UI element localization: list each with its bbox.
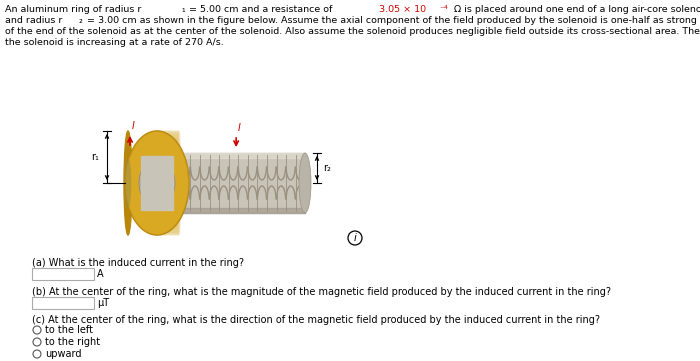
Ellipse shape: [161, 131, 165, 235]
Bar: [152, 153, 305, 158]
Ellipse shape: [168, 131, 172, 235]
Bar: [152, 208, 305, 213]
Bar: [32, 297, 94, 309]
Ellipse shape: [139, 159, 175, 207]
Circle shape: [33, 338, 41, 346]
Text: ⁻⁴: ⁻⁴: [440, 5, 448, 14]
Text: 3.05 × 10: 3.05 × 10: [379, 5, 426, 14]
Ellipse shape: [177, 131, 181, 235]
Text: (b) At the center of the ring, what is the magnitude of the magnetic field produ: (b) At the center of the ring, what is t…: [32, 287, 611, 297]
Ellipse shape: [175, 131, 179, 235]
Ellipse shape: [124, 131, 132, 235]
Circle shape: [33, 326, 41, 334]
Text: the solenoid is increasing at a rate of 270 A/s.: the solenoid is increasing at a rate of …: [5, 38, 224, 47]
Ellipse shape: [146, 153, 158, 213]
Ellipse shape: [163, 131, 167, 235]
Text: i: i: [354, 233, 356, 243]
Ellipse shape: [156, 131, 160, 235]
Circle shape: [348, 231, 362, 245]
Ellipse shape: [157, 131, 161, 235]
Text: = 3.00 cm as shown in the figure below. Assume the axial component of the field : = 3.00 cm as shown in the figure below. …: [84, 16, 700, 25]
Text: ₂: ₂: [79, 16, 83, 25]
Ellipse shape: [172, 131, 176, 235]
Ellipse shape: [159, 131, 163, 235]
Text: (a) What is the induced current in the ring?: (a) What is the induced current in the r…: [32, 258, 244, 268]
Ellipse shape: [162, 131, 166, 235]
Ellipse shape: [299, 153, 311, 213]
Text: ₁: ₁: [181, 5, 185, 14]
Bar: [152, 153, 305, 213]
Ellipse shape: [170, 131, 174, 235]
Bar: [32, 268, 94, 280]
Text: to the right: to the right: [45, 337, 100, 347]
Ellipse shape: [160, 131, 164, 235]
Text: μT: μT: [97, 298, 109, 308]
Ellipse shape: [125, 131, 189, 235]
Text: to the left: to the left: [45, 325, 93, 335]
Ellipse shape: [169, 131, 173, 235]
Circle shape: [33, 350, 41, 358]
Text: (c) At the center of the ring, what is the direction of the magnetic field produ: (c) At the center of the ring, what is t…: [32, 315, 600, 325]
Text: I: I: [132, 121, 135, 131]
Text: r₂: r₂: [323, 163, 331, 173]
Ellipse shape: [166, 131, 170, 235]
Text: r₁: r₁: [91, 152, 99, 162]
Ellipse shape: [164, 131, 168, 235]
Text: Ω is placed around one end of a long air-core solenoid with: Ω is placed around one end of a long air…: [451, 5, 700, 14]
Text: A: A: [97, 269, 104, 279]
Text: I: I: [238, 123, 241, 133]
Bar: [141, 156, 173, 210]
Ellipse shape: [139, 159, 175, 207]
Ellipse shape: [171, 131, 175, 235]
Ellipse shape: [176, 131, 180, 235]
Text: of the end of the solenoid as at the center of the solenoid. Also assume the sol: of the end of the solenoid as at the cen…: [5, 27, 700, 36]
Text: = 5.00 cm and a resistance of: = 5.00 cm and a resistance of: [186, 5, 335, 14]
Ellipse shape: [125, 159, 130, 207]
Ellipse shape: [173, 131, 177, 235]
Ellipse shape: [158, 131, 162, 235]
Text: An aluminum ring of radius r: An aluminum ring of radius r: [5, 5, 141, 14]
Ellipse shape: [125, 131, 189, 235]
Ellipse shape: [165, 131, 169, 235]
Text: and radius r: and radius r: [5, 16, 62, 25]
Ellipse shape: [174, 131, 178, 235]
Ellipse shape: [167, 131, 171, 235]
Text: upward: upward: [45, 349, 81, 359]
